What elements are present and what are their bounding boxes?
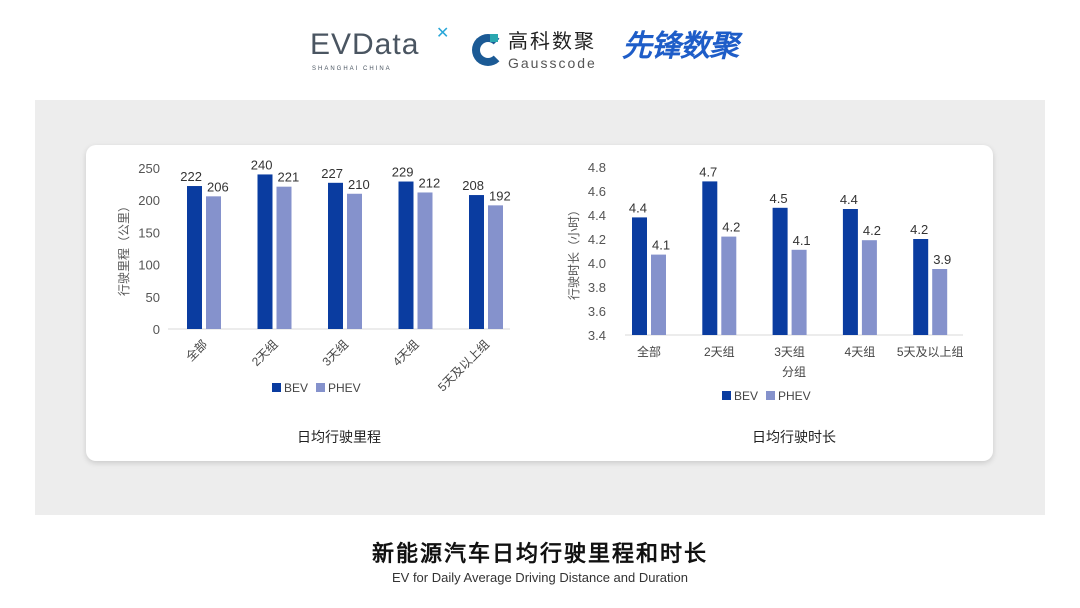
legend-label: PHEV: [328, 381, 361, 395]
data-label: 4.4: [840, 192, 858, 207]
evdata-x-icon: ✕: [436, 25, 450, 42]
y-tick-label: 4.8: [588, 160, 606, 175]
page-subtitle: EV for Daily Average Driving Distance an…: [391, 570, 689, 585]
x-tick-label: 4天组: [845, 345, 876, 359]
y-tick-label: 250: [138, 161, 160, 176]
bar-phev: [206, 196, 221, 329]
bar-phev: [488, 205, 503, 329]
bar-bev: [328, 182, 343, 329]
legend-label: BEV: [284, 381, 308, 395]
y-tick-label: 3.6: [588, 304, 606, 319]
chart-title: 日均行驶里程: [297, 429, 381, 445]
data-label: 240: [251, 157, 273, 172]
bar-phev: [651, 254, 666, 335]
data-label: 4.1: [793, 233, 811, 248]
bar-bev: [257, 174, 273, 329]
data-label: 4.2: [863, 223, 881, 238]
bar-phev: [417, 192, 433, 329]
evdata-logo-text: EVData: [310, 28, 420, 61]
y-axis-label: 行驶时长（小时）: [566, 204, 581, 300]
data-label: 4.5: [770, 191, 788, 206]
y-tick-label: 4.6: [588, 184, 606, 199]
y-tick-label: 3.8: [588, 280, 606, 295]
data-label: 227: [321, 166, 343, 181]
data-label: 222: [180, 169, 202, 184]
page-title: 新能源汽车日均行驶里程和时长: [371, 541, 708, 566]
bar-phev: [791, 249, 807, 335]
bar-bev: [398, 181, 414, 329]
y-tick-label: 150: [138, 225, 160, 240]
legend-swatch-phev: [766, 391, 775, 400]
y-tick-label: 100: [138, 258, 160, 273]
evdata-sub: SHANGHAI CHINA: [312, 66, 392, 72]
bar-bev: [772, 207, 788, 335]
data-label: 212: [419, 175, 441, 190]
chart-card: [86, 145, 993, 461]
bar-bev: [913, 239, 929, 335]
y-tick-label: 4.4: [588, 208, 606, 223]
y-axis-label: 行驶里程（公里）: [116, 200, 131, 296]
bar-bev: [702, 181, 718, 335]
y-tick-label: 0: [153, 322, 160, 337]
data-label: 4.2: [910, 222, 928, 237]
y-tick-label: 4.0: [588, 256, 606, 271]
legend-swatch-bev: [272, 383, 281, 392]
data-label: 221: [278, 170, 300, 185]
data-label: 192: [489, 188, 511, 203]
data-label: 208: [462, 178, 484, 193]
data-label: 4.1: [652, 238, 670, 253]
data-label: 206: [207, 179, 229, 194]
gausscode-square-icon: [490, 34, 498, 42]
y-tick-label: 3.4: [588, 328, 606, 343]
x-tick-label: 2天组: [249, 337, 281, 369]
y-tick-label: 4.2: [588, 232, 606, 247]
bar-bev: [842, 209, 858, 335]
evdata-logo: EVData: [310, 30, 419, 60]
gausscode-en: Gausscode: [508, 55, 597, 71]
data-label: 3.9: [933, 252, 951, 267]
bar-phev: [932, 269, 948, 335]
bar-phev: [347, 193, 362, 329]
x-tick-label: 5天及以上组: [897, 345, 964, 359]
bar-bev: [187, 186, 202, 329]
bar-bev: [632, 217, 647, 335]
gausscode-logo-icon: [472, 34, 504, 66]
chart-title: 日均行驶时长: [752, 429, 836, 445]
data-label: 4.2: [722, 220, 740, 235]
bar-phev: [861, 240, 877, 335]
x-tick-label: 3天组: [320, 337, 352, 369]
xianfeng-logo: 先锋数聚: [622, 30, 739, 63]
data-label: 4.4: [629, 200, 647, 215]
x-tick-label: 全部: [183, 337, 211, 365]
legend-label: BEV: [734, 389, 758, 403]
y-tick-label: 50: [146, 290, 160, 305]
legend-swatch-phev: [316, 383, 325, 392]
x-axis-label: 分组: [782, 365, 806, 379]
legend-swatch-bev: [722, 391, 731, 400]
data-label: 4.7: [699, 164, 717, 179]
x-tick-label: 5天及以上组: [435, 337, 492, 394]
x-tick-label: 全部: [637, 344, 661, 359]
x-tick-label: 4天组: [390, 337, 422, 369]
y-tick-label: 200: [138, 193, 160, 208]
bar-phev: [276, 186, 292, 329]
legend-label: PHEV: [778, 389, 811, 403]
gausscode-cn: 高科数聚: [508, 31, 596, 53]
bar-phev: [721, 236, 737, 335]
bar-bev: [469, 195, 484, 329]
x-tick-label: 3天组: [774, 345, 805, 359]
data-label: 229: [392, 165, 414, 180]
data-label: 210: [348, 177, 370, 192]
x-tick-label: 2天组: [704, 345, 735, 359]
logo-bar: EVData ✕ SHANGHAI CHINA 高科数聚 Gausscode 先…: [0, 22, 1080, 74]
